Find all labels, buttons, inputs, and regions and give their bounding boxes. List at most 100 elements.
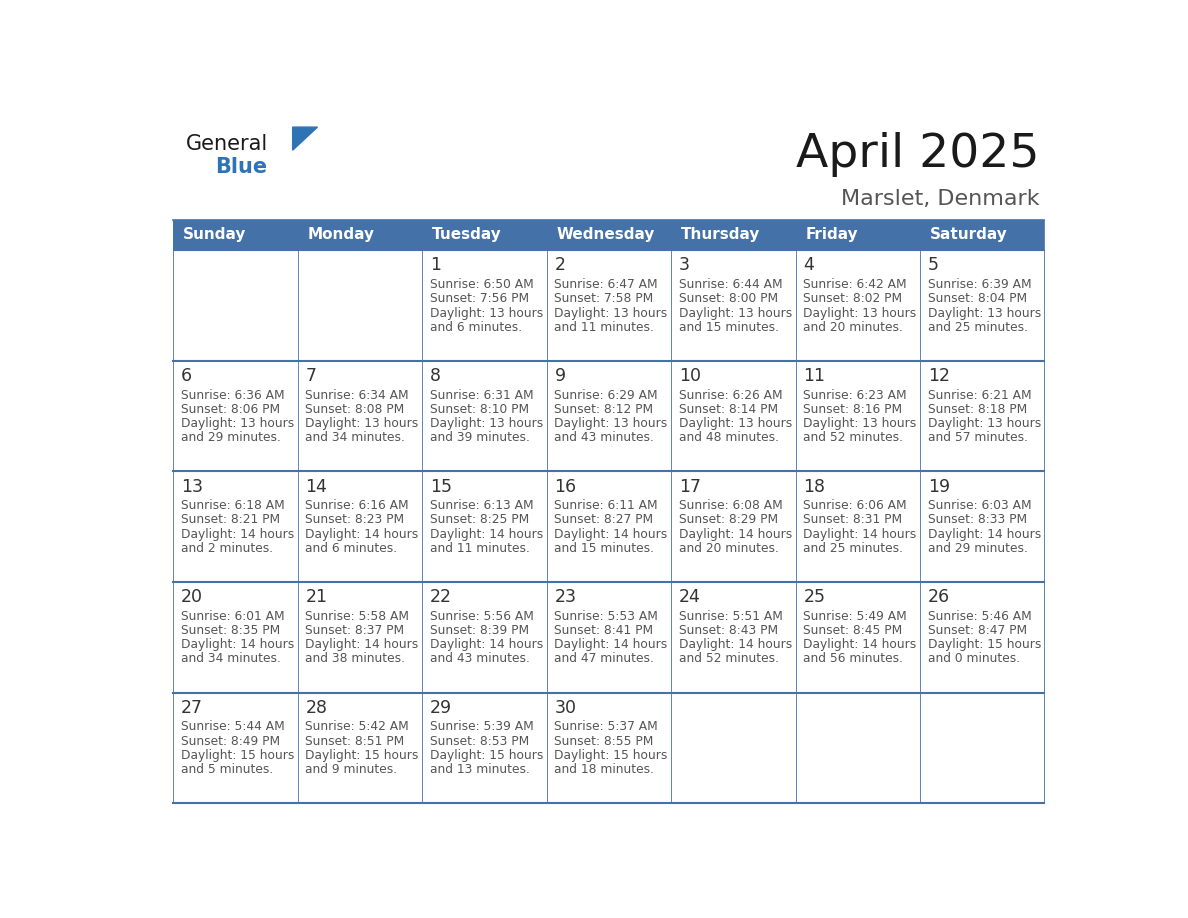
Bar [920, 692, 1044, 803]
Text: and 2 minutes.: and 2 minutes. [181, 542, 273, 554]
Text: Sunrise: 6:31 AM: Sunrise: 6:31 AM [430, 388, 533, 401]
Bar [298, 692, 422, 803]
Text: Sunset: 8:43 PM: Sunset: 8:43 PM [678, 624, 778, 637]
Text: 22: 22 [430, 588, 451, 606]
Text: Sunset: 8:27 PM: Sunset: 8:27 PM [555, 513, 653, 526]
Bar [920, 582, 1044, 692]
Text: Sunset: 8:00 PM: Sunset: 8:00 PM [678, 292, 778, 306]
Bar [546, 251, 671, 361]
Text: Daylight: 13 hours: Daylight: 13 hours [928, 417, 1041, 430]
Text: and 34 minutes.: and 34 minutes. [305, 431, 405, 444]
Text: Sunset: 8:51 PM: Sunset: 8:51 PM [305, 734, 405, 747]
Text: Sunset: 8:14 PM: Sunset: 8:14 PM [678, 403, 778, 416]
Text: 28: 28 [305, 699, 328, 717]
Text: Sunset: 8:37 PM: Sunset: 8:37 PM [305, 624, 405, 637]
Bar [298, 361, 422, 472]
Text: Sunrise: 6:23 AM: Sunrise: 6:23 AM [803, 388, 906, 401]
Text: 10: 10 [678, 367, 701, 385]
Text: Blue: Blue [215, 157, 267, 177]
Text: 2: 2 [555, 256, 565, 274]
Text: and 57 minutes.: and 57 minutes. [928, 431, 1028, 444]
Text: Daylight: 14 hours: Daylight: 14 hours [430, 638, 543, 651]
Text: 21: 21 [305, 588, 328, 606]
Text: Daylight: 13 hours: Daylight: 13 hours [555, 307, 668, 319]
Text: 19: 19 [928, 477, 950, 496]
Text: Daylight: 14 hours: Daylight: 14 hours [555, 638, 668, 651]
Text: Daylight: 13 hours: Daylight: 13 hours [181, 417, 295, 430]
Text: Sunset: 7:56 PM: Sunset: 7:56 PM [430, 292, 529, 306]
Text: and 43 minutes.: and 43 minutes. [555, 431, 655, 444]
Text: Sunrise: 6:42 AM: Sunrise: 6:42 AM [803, 278, 906, 291]
Bar [298, 251, 422, 361]
Text: 20: 20 [181, 588, 203, 606]
Bar [796, 582, 920, 692]
Text: Sunset: 8:53 PM: Sunset: 8:53 PM [430, 734, 529, 747]
Text: and 39 minutes.: and 39 minutes. [430, 431, 530, 444]
Text: Daylight: 13 hours: Daylight: 13 hours [928, 307, 1041, 319]
Text: and 20 minutes.: and 20 minutes. [803, 320, 903, 334]
Text: and 18 minutes.: and 18 minutes. [555, 763, 655, 776]
Text: Sunset: 8:04 PM: Sunset: 8:04 PM [928, 292, 1026, 306]
Text: 5: 5 [928, 256, 939, 274]
Bar [920, 361, 1044, 472]
Text: Sunset: 8:06 PM: Sunset: 8:06 PM [181, 403, 280, 416]
Bar [920, 251, 1044, 361]
Text: and 52 minutes.: and 52 minutes. [678, 653, 779, 666]
Text: 8: 8 [430, 367, 441, 385]
Text: Sunset: 8:31 PM: Sunset: 8:31 PM [803, 513, 903, 526]
Text: Sunrise: 6:18 AM: Sunrise: 6:18 AM [181, 499, 285, 512]
Text: Daylight: 14 hours: Daylight: 14 hours [928, 528, 1041, 541]
Text: Daylight: 14 hours: Daylight: 14 hours [181, 528, 295, 541]
Text: 4: 4 [803, 256, 814, 274]
Text: Sunset: 7:58 PM: Sunset: 7:58 PM [555, 292, 653, 306]
Text: Daylight: 14 hours: Daylight: 14 hours [181, 638, 295, 651]
Text: Daylight: 15 hours: Daylight: 15 hours [181, 749, 295, 762]
Text: 7: 7 [305, 367, 316, 385]
Text: Daylight: 13 hours: Daylight: 13 hours [678, 417, 792, 430]
Text: and 43 minutes.: and 43 minutes. [430, 653, 530, 666]
Text: Sunset: 8:23 PM: Sunset: 8:23 PM [305, 513, 405, 526]
Text: Daylight: 14 hours: Daylight: 14 hours [305, 528, 418, 541]
Text: Sunset: 8:41 PM: Sunset: 8:41 PM [555, 624, 653, 637]
Text: and 11 minutes.: and 11 minutes. [430, 542, 530, 554]
Text: Daylight: 13 hours: Daylight: 13 hours [430, 307, 543, 319]
Text: Sunrise: 5:44 AM: Sunrise: 5:44 AM [181, 721, 285, 733]
Text: Sunrise: 5:58 AM: Sunrise: 5:58 AM [305, 610, 410, 622]
Text: Sunrise: 5:56 AM: Sunrise: 5:56 AM [430, 610, 533, 622]
Text: 18: 18 [803, 477, 826, 496]
Text: Sunrise: 5:51 AM: Sunrise: 5:51 AM [678, 610, 783, 622]
Text: 16: 16 [555, 477, 576, 496]
Text: 9: 9 [555, 367, 565, 385]
Text: Sunrise: 6:16 AM: Sunrise: 6:16 AM [305, 499, 409, 512]
Text: Daylight: 14 hours: Daylight: 14 hours [803, 638, 916, 651]
Text: 3: 3 [678, 256, 690, 274]
Text: Daylight: 13 hours: Daylight: 13 hours [803, 307, 916, 319]
Text: Sunset: 8:35 PM: Sunset: 8:35 PM [181, 624, 280, 637]
Text: Sunrise: 6:11 AM: Sunrise: 6:11 AM [555, 499, 658, 512]
Text: and 11 minutes.: and 11 minutes. [555, 320, 655, 334]
Text: Sunday: Sunday [183, 228, 247, 242]
Text: and 52 minutes.: and 52 minutes. [803, 431, 903, 444]
Text: and 15 minutes.: and 15 minutes. [678, 320, 779, 334]
Text: Sunrise: 6:36 AM: Sunrise: 6:36 AM [181, 388, 285, 401]
Text: Sunset: 8:18 PM: Sunset: 8:18 PM [928, 403, 1026, 416]
Text: Daylight: 15 hours: Daylight: 15 hours [305, 749, 419, 762]
Text: Sunrise: 6:01 AM: Sunrise: 6:01 AM [181, 610, 285, 622]
Bar [422, 361, 546, 472]
Text: Sunset: 8:12 PM: Sunset: 8:12 PM [555, 403, 653, 416]
Text: and 25 minutes.: and 25 minutes. [803, 542, 903, 554]
Bar [298, 582, 422, 692]
Text: Friday: Friday [805, 228, 858, 242]
Bar [671, 251, 796, 361]
Bar [422, 472, 546, 582]
Text: Sunset: 8:47 PM: Sunset: 8:47 PM [928, 624, 1026, 637]
Text: 1: 1 [430, 256, 441, 274]
Text: April 2025: April 2025 [796, 131, 1040, 177]
Text: Sunrise: 6:08 AM: Sunrise: 6:08 AM [678, 499, 783, 512]
Text: Saturday: Saturday [930, 228, 1007, 242]
Text: 15: 15 [430, 477, 451, 496]
Text: Sunset: 8:02 PM: Sunset: 8:02 PM [803, 292, 903, 306]
Bar [173, 472, 298, 582]
Text: and 38 minutes.: and 38 minutes. [305, 653, 405, 666]
Bar [796, 361, 920, 472]
